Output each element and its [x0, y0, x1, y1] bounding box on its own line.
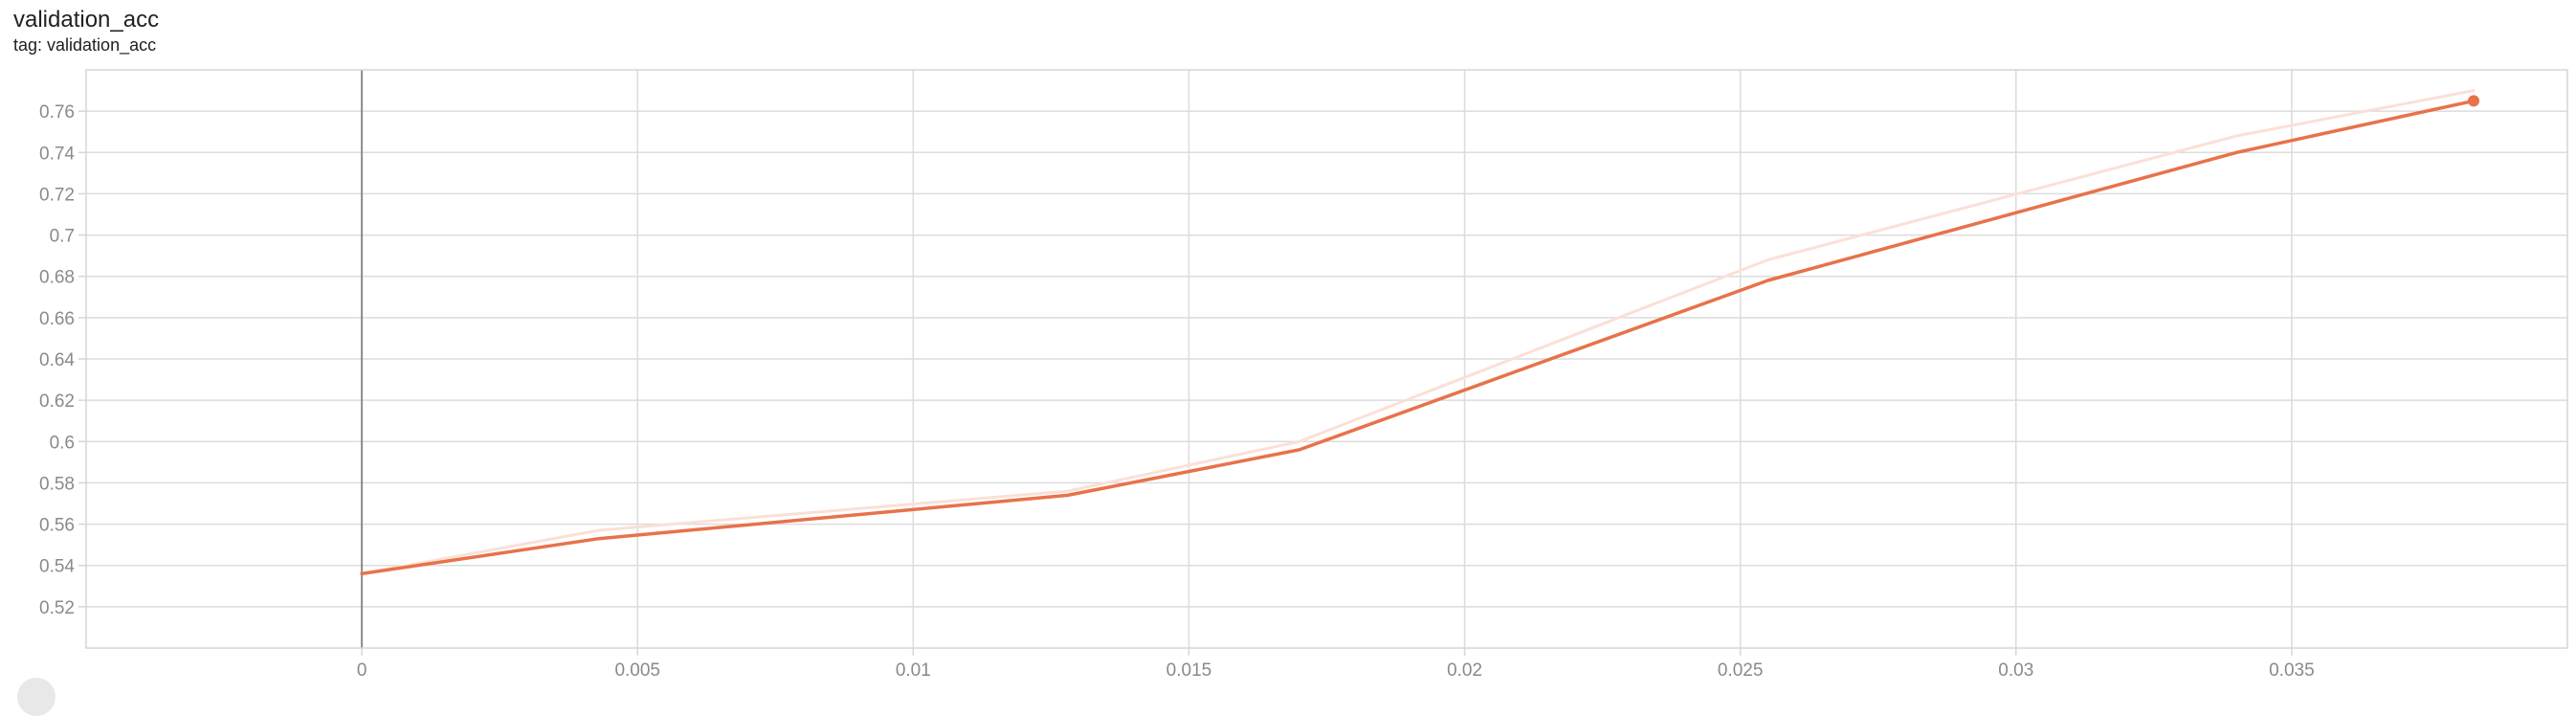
settings-toggle[interactable] — [17, 678, 56, 716]
x-tick-label: 0.035 — [2269, 660, 2315, 681]
last-point-marker[interactable] — [2468, 95, 2480, 107]
smoothed-series-line[interactable] — [360, 99, 2476, 576]
series-lines[interactable] — [360, 89, 2480, 576]
grid-lines — [86, 70, 2567, 648]
x-tick-label: 0.01 — [896, 660, 931, 681]
x-tick-label: 0.005 — [614, 660, 660, 681]
y-tick-label: 0.74 — [39, 144, 75, 164]
y-tick-label: 0.68 — [39, 268, 75, 288]
y-tick-label: 0.58 — [39, 474, 75, 494]
tick-labels: 0.52 0.54 0.56 0.58 0.6 0.62 0.64 0.66 0.68 0.7 0.… — [39, 102, 2315, 681]
y-tick-label: 0.72 — [39, 185, 75, 205]
chart-tag: tag: validation_acc — [13, 35, 157, 55]
line-chart[interactable]: 0.52 0.54 0.56 0.58 0.6 0.62 0.64 0.66 0.68 0.7 0.… — [0, 0, 2576, 689]
y-tick-label: 0.64 — [39, 350, 75, 370]
x-tick-label: 0.03 — [1998, 660, 2033, 681]
x-tick-label: 0.025 — [1718, 660, 1764, 681]
y-tick-label: 0.62 — [39, 392, 75, 412]
x-tick-label: 0.02 — [1447, 660, 1482, 681]
y-tick-label: 0.6 — [50, 433, 75, 453]
y-tick-label: 0.52 — [39, 598, 75, 618]
raw-series-line[interactable] — [360, 89, 2476, 575]
y-tick-label: 0.54 — [39, 557, 75, 577]
y-tick-label: 0.7 — [50, 227, 75, 247]
x-tick-label: 0 — [357, 660, 367, 681]
y-tick-label: 0.66 — [39, 309, 75, 329]
axes — [78, 69, 2568, 656]
y-tick-label: 0.76 — [39, 102, 75, 123]
x-tick-label: 0.015 — [1166, 660, 1212, 681]
chart-title: validation_acc — [13, 7, 160, 33]
y-tick-label: 0.56 — [39, 516, 75, 536]
